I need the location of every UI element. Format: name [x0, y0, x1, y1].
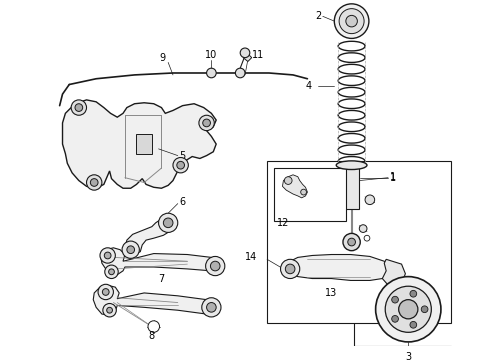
Bar [274, 168, 346, 221]
Circle shape [207, 302, 216, 312]
Polygon shape [382, 259, 405, 286]
Text: 2: 2 [315, 11, 321, 21]
Polygon shape [282, 255, 394, 280]
Circle shape [206, 256, 225, 276]
Circle shape [71, 100, 87, 115]
Circle shape [148, 321, 160, 332]
Circle shape [284, 177, 292, 184]
Text: 1: 1 [390, 173, 396, 183]
Text: 4: 4 [305, 81, 311, 91]
Circle shape [339, 9, 364, 33]
Circle shape [359, 225, 367, 233]
Text: 9: 9 [159, 53, 165, 63]
Text: 6: 6 [180, 197, 186, 207]
Ellipse shape [336, 161, 367, 170]
Polygon shape [63, 100, 216, 188]
Circle shape [163, 218, 173, 228]
Circle shape [392, 296, 398, 303]
Text: 12: 12 [277, 218, 289, 228]
Circle shape [334, 4, 369, 39]
Circle shape [107, 307, 113, 313]
Circle shape [177, 161, 185, 169]
Circle shape [199, 115, 214, 131]
Circle shape [348, 238, 355, 246]
Polygon shape [344, 165, 359, 210]
Circle shape [410, 291, 416, 297]
Circle shape [159, 213, 178, 233]
Circle shape [122, 241, 139, 258]
Polygon shape [282, 175, 307, 198]
Circle shape [364, 235, 370, 241]
Circle shape [346, 15, 357, 27]
Circle shape [421, 306, 428, 312]
Circle shape [105, 265, 118, 279]
Polygon shape [243, 54, 252, 62]
Polygon shape [101, 248, 221, 275]
Circle shape [109, 269, 114, 275]
Circle shape [392, 315, 398, 322]
Circle shape [203, 119, 210, 127]
Circle shape [240, 48, 250, 58]
Circle shape [75, 104, 83, 111]
Circle shape [100, 248, 115, 263]
Circle shape [127, 246, 135, 253]
Circle shape [102, 289, 109, 295]
Circle shape [365, 195, 375, 204]
Circle shape [90, 179, 98, 186]
Circle shape [399, 300, 418, 319]
Circle shape [301, 189, 306, 195]
Circle shape [103, 303, 116, 317]
Text: 13: 13 [325, 288, 338, 298]
Circle shape [376, 276, 441, 342]
Text: 5: 5 [179, 150, 185, 161]
Circle shape [173, 158, 188, 173]
Circle shape [235, 68, 245, 78]
Circle shape [202, 298, 221, 317]
Bar [267, 161, 451, 323]
Circle shape [410, 321, 416, 328]
Circle shape [281, 259, 300, 279]
Circle shape [343, 233, 360, 251]
Text: 1: 1 [390, 172, 396, 182]
Polygon shape [93, 285, 216, 315]
Circle shape [210, 261, 220, 271]
Circle shape [207, 68, 216, 78]
Text: 8: 8 [149, 331, 155, 341]
Circle shape [87, 175, 102, 190]
Circle shape [104, 252, 111, 259]
Circle shape [385, 286, 431, 332]
Text: 10: 10 [205, 50, 218, 60]
Circle shape [98, 284, 113, 300]
Text: 3: 3 [405, 352, 411, 360]
Circle shape [285, 264, 295, 274]
Polygon shape [125, 217, 175, 255]
Text: 7: 7 [159, 274, 165, 284]
Text: 14: 14 [245, 252, 257, 262]
Polygon shape [137, 135, 152, 154]
Text: 11: 11 [252, 50, 264, 60]
